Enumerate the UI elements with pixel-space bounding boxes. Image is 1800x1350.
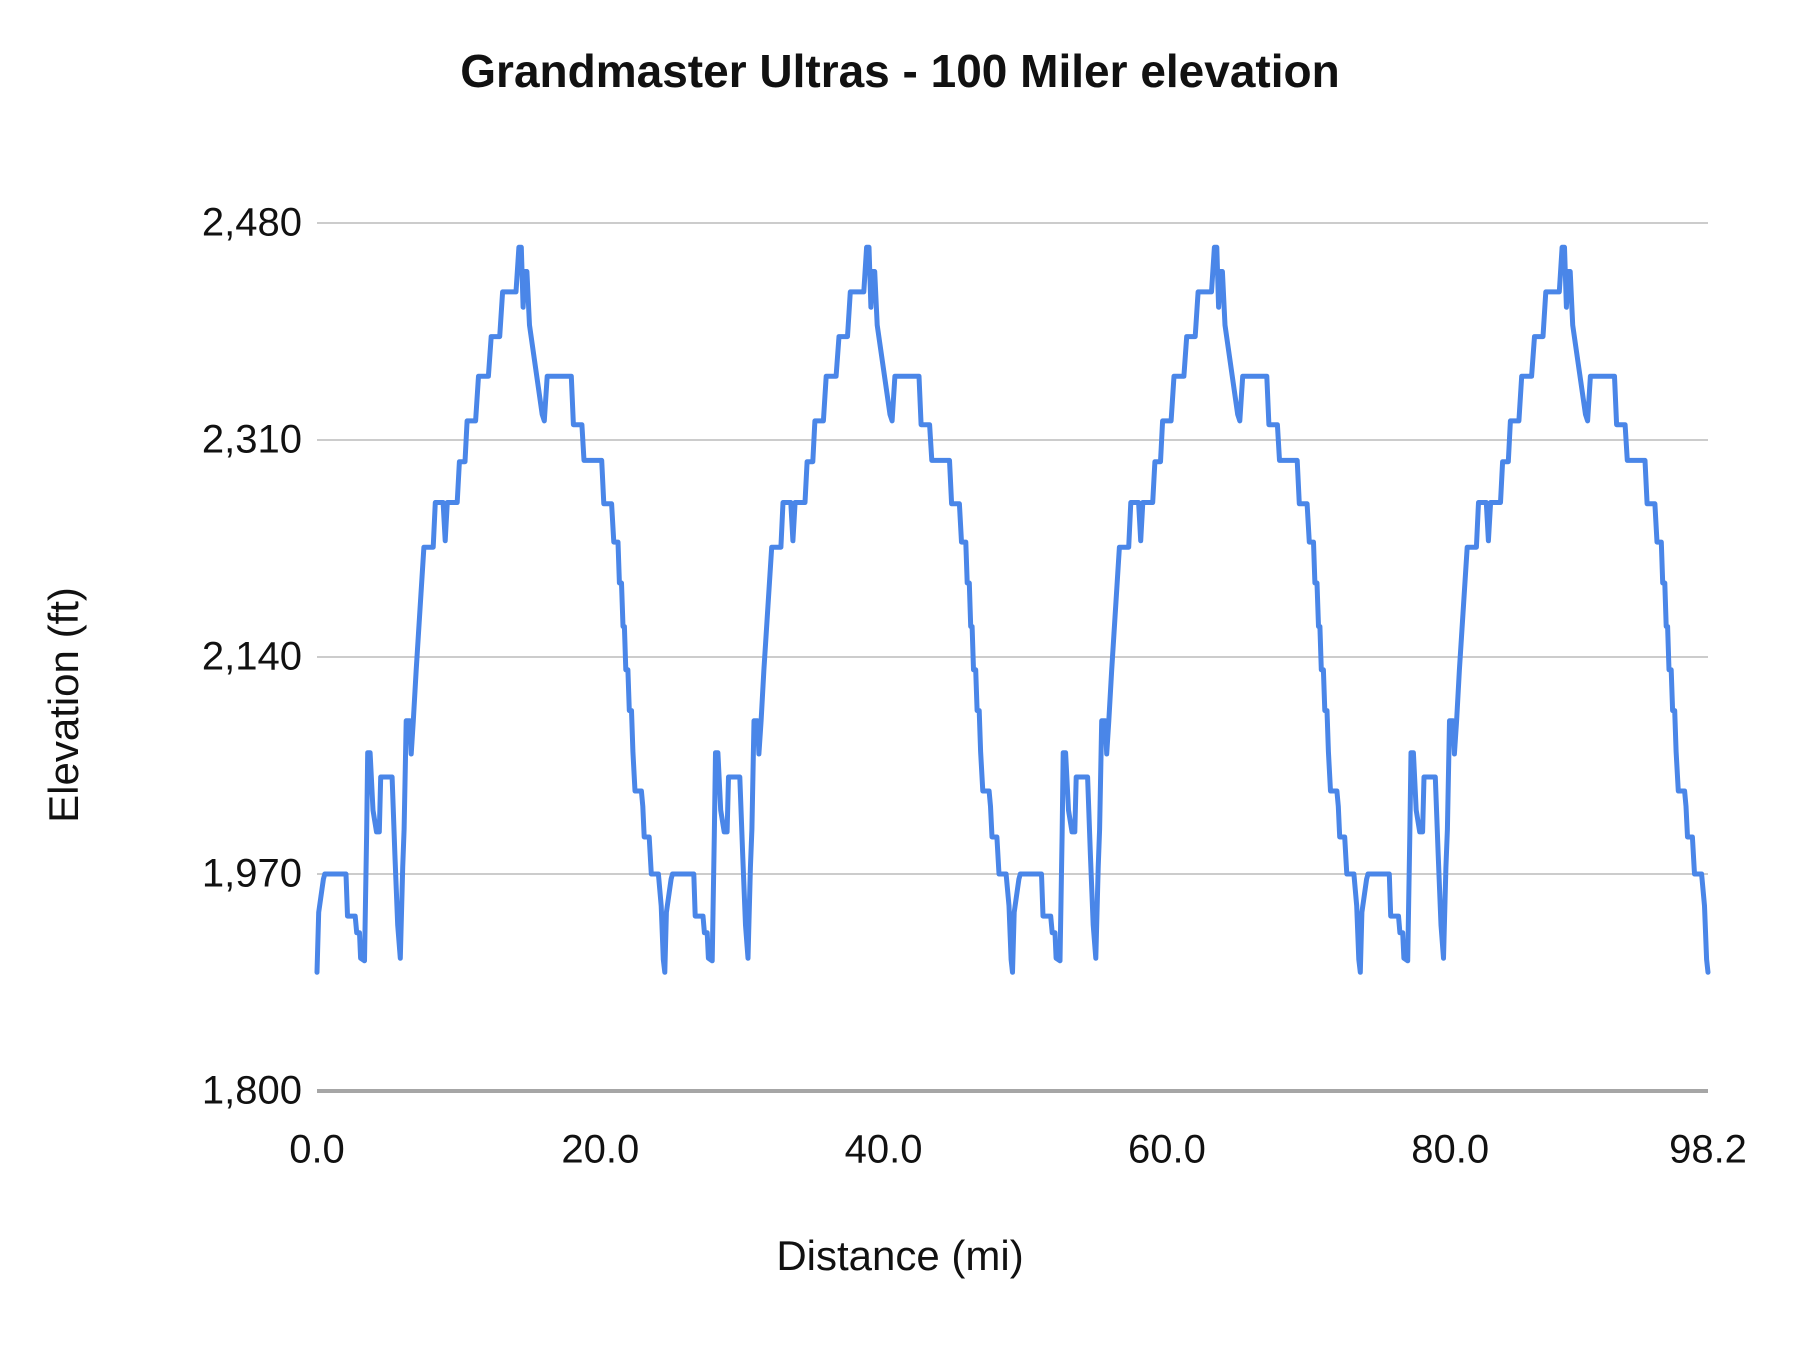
x-tick-label: 40.0 (844, 1127, 923, 1172)
x-tick-label: 80.0 (1411, 1127, 1490, 1172)
x-tick-label: 98.2 (1669, 1127, 1747, 1172)
y-tick-label: 2,480 (201, 200, 302, 245)
y-tick-label: 2,140 (201, 634, 302, 679)
elevation-line (314, 244, 1711, 975)
x-tick-label: 0.0 (289, 1127, 345, 1172)
series-elevation (314, 244, 1711, 975)
x-tick-label: 60.0 (1127, 1127, 1206, 1172)
y-tick-label: 1,970 (201, 851, 302, 896)
y-tick-label: 1,800 (201, 1068, 302, 1113)
y-tick-label: 2,310 (201, 417, 302, 462)
gridlines (317, 222, 1708, 1093)
x-axis-title: Distance (mi) (776, 1232, 1024, 1279)
x-tick-label: 20.0 (561, 1127, 640, 1172)
chart-title: Grandmaster Ultras - 100 Miler elevation (460, 45, 1340, 97)
